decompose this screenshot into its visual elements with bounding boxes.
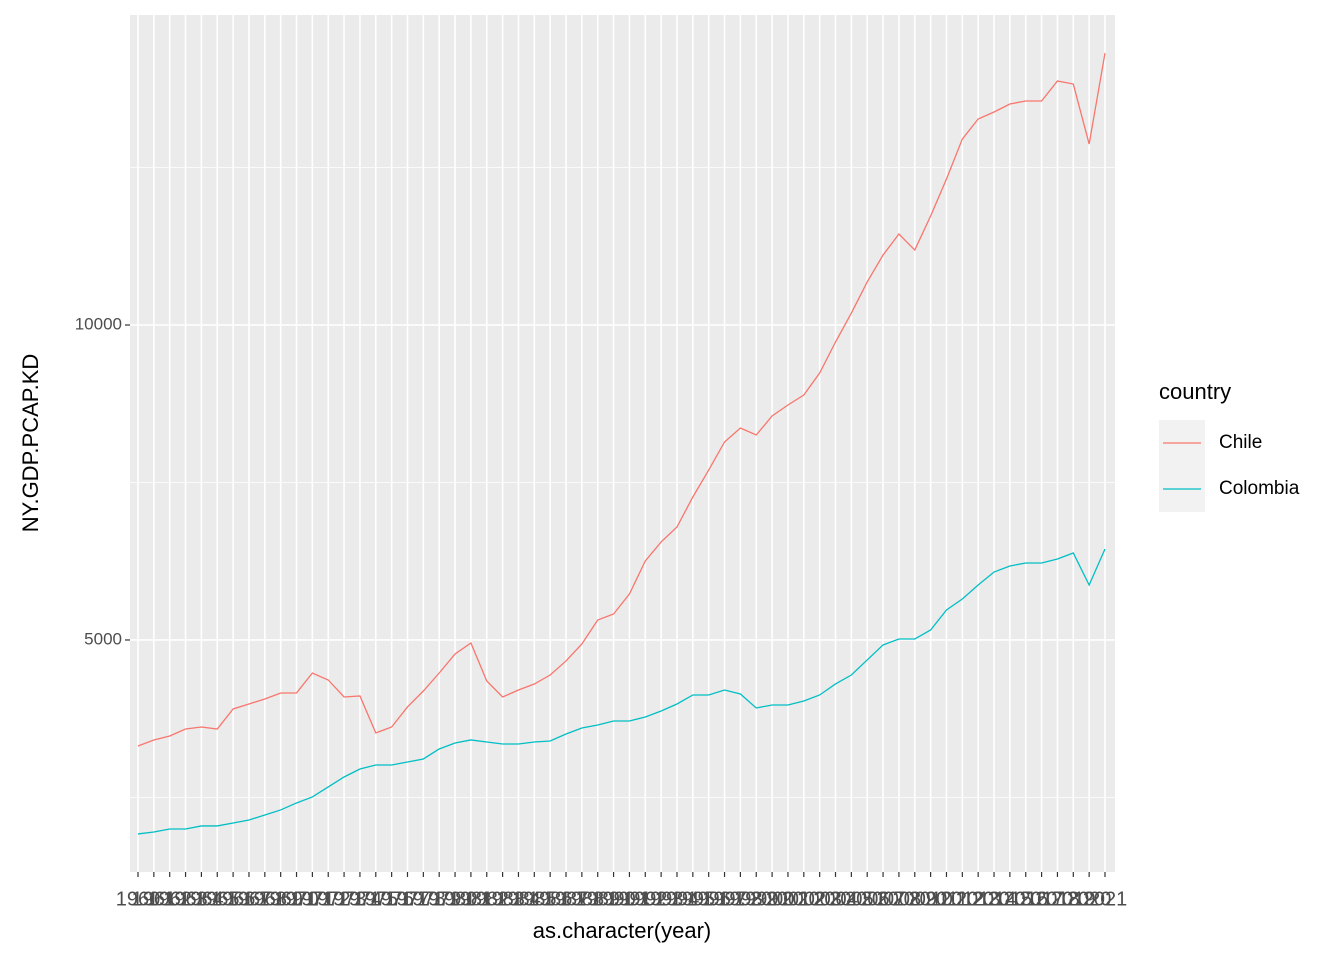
- x-tick-label: 1983: [480, 888, 525, 910]
- x-tick-label: 1976: [369, 888, 414, 910]
- x-tick-label: 2000: [750, 888, 795, 910]
- x-tick-label: 2019: [1051, 888, 1096, 910]
- x-tick-label: 2008: [877, 888, 922, 910]
- y-axis-title: NY.GDP.PCAP.KD: [18, 354, 43, 533]
- x-tick-label: 1992: [623, 888, 668, 910]
- x-tick-label: 1996: [686, 888, 731, 910]
- x-tick-label: 2016: [1003, 888, 1048, 910]
- x-tick-label: 1980: [433, 888, 478, 910]
- x-tick-label: 1963: [163, 888, 208, 910]
- x-tick-label: 1967: [227, 888, 272, 910]
- x-tick-label: 2014: [972, 888, 1017, 910]
- x-tick-label: 2015: [988, 888, 1033, 910]
- x-tick-label: 1970: [274, 888, 319, 910]
- x-tick-label: 1994: [655, 888, 700, 910]
- x-tick-label: 2018: [1035, 888, 1080, 910]
- legend-title: country: [1159, 379, 1231, 404]
- x-tick-label: 1965: [195, 888, 240, 910]
- x-tick-label: 2007: [861, 888, 906, 910]
- x-tick-label: 2013: [956, 888, 1001, 910]
- x-tick-label: 1988: [560, 888, 605, 910]
- x-tick-label: 2005: [829, 888, 874, 910]
- x-tick-label: 1991: [607, 888, 652, 910]
- x-tick-label: 2017: [1019, 888, 1064, 910]
- x-tick-label: 1984: [496, 888, 541, 910]
- grid: [130, 15, 1115, 872]
- x-tick-label: 1986: [528, 888, 573, 910]
- x-tick-label: 1990: [591, 888, 636, 910]
- line: [137, 52, 1106, 747]
- x-tick-label: 2011: [925, 888, 968, 910]
- x-tick-label: 1995: [671, 888, 716, 910]
- legend-label: Chile: [1219, 432, 1262, 453]
- x-tick-label: 1971: [290, 888, 335, 910]
- legend-keys: [1159, 420, 1205, 512]
- x-tick-label: 1987: [544, 888, 589, 910]
- x-tick-label: 1993: [639, 888, 684, 910]
- line: [137, 548, 1106, 835]
- legend-label: Colombia: [1219, 478, 1300, 499]
- x-tick-label: 1985: [512, 888, 557, 910]
- x-tick-label: 1975: [354, 888, 399, 910]
- x-tick-label: 1961: [132, 888, 177, 910]
- x-tick-label: 1960: [116, 888, 161, 910]
- x-tick-label: 1972: [306, 888, 351, 910]
- x-tick-label: 2010: [908, 888, 953, 910]
- x-tick-label: 1997: [702, 888, 747, 910]
- x-tick-label: 2002: [782, 888, 827, 910]
- x-tick-label: 1979: [417, 888, 462, 910]
- x-axis-title: as.character(year): [533, 918, 712, 943]
- x-tick-label: 1989: [575, 888, 620, 910]
- x-tick-label: 1981: [449, 888, 494, 910]
- x-tick-label: 2021: [1083, 888, 1128, 910]
- x-tick-label: 1973: [322, 888, 367, 910]
- x-tick-label: 2009: [893, 888, 938, 910]
- lines: [137, 52, 1106, 835]
- x-tick-label: 1966: [211, 888, 256, 910]
- x-tick-label: 1999: [734, 888, 779, 910]
- y-tick-label: 5000: [84, 629, 122, 648]
- x-tick-label: 1974: [338, 888, 383, 910]
- x-tick-label: 2006: [845, 888, 890, 910]
- x-tick-label: 1969: [258, 888, 303, 910]
- legend: Chile Colombia: [1159, 420, 1300, 512]
- x-tick-label: 2012: [940, 888, 985, 910]
- x-tick-label: 1964: [179, 888, 224, 910]
- panel: [130, 15, 1115, 872]
- y-tick-label: 10000: [75, 314, 122, 333]
- x-tick-label: 1982: [465, 888, 510, 910]
- x-tick-label: 2004: [813, 888, 858, 910]
- x-tick-label: 2003: [797, 888, 842, 910]
- x-tick-label: 1977: [385, 888, 430, 910]
- x-tick-label: 2001: [766, 888, 811, 910]
- x-tick-label: 1968: [243, 888, 288, 910]
- x-tick-label: 1998: [718, 888, 763, 910]
- x-tick-label: 1978: [401, 888, 446, 910]
- x-tick-label: 2020: [1067, 888, 1112, 910]
- x-tick-label: 1962: [147, 888, 192, 910]
